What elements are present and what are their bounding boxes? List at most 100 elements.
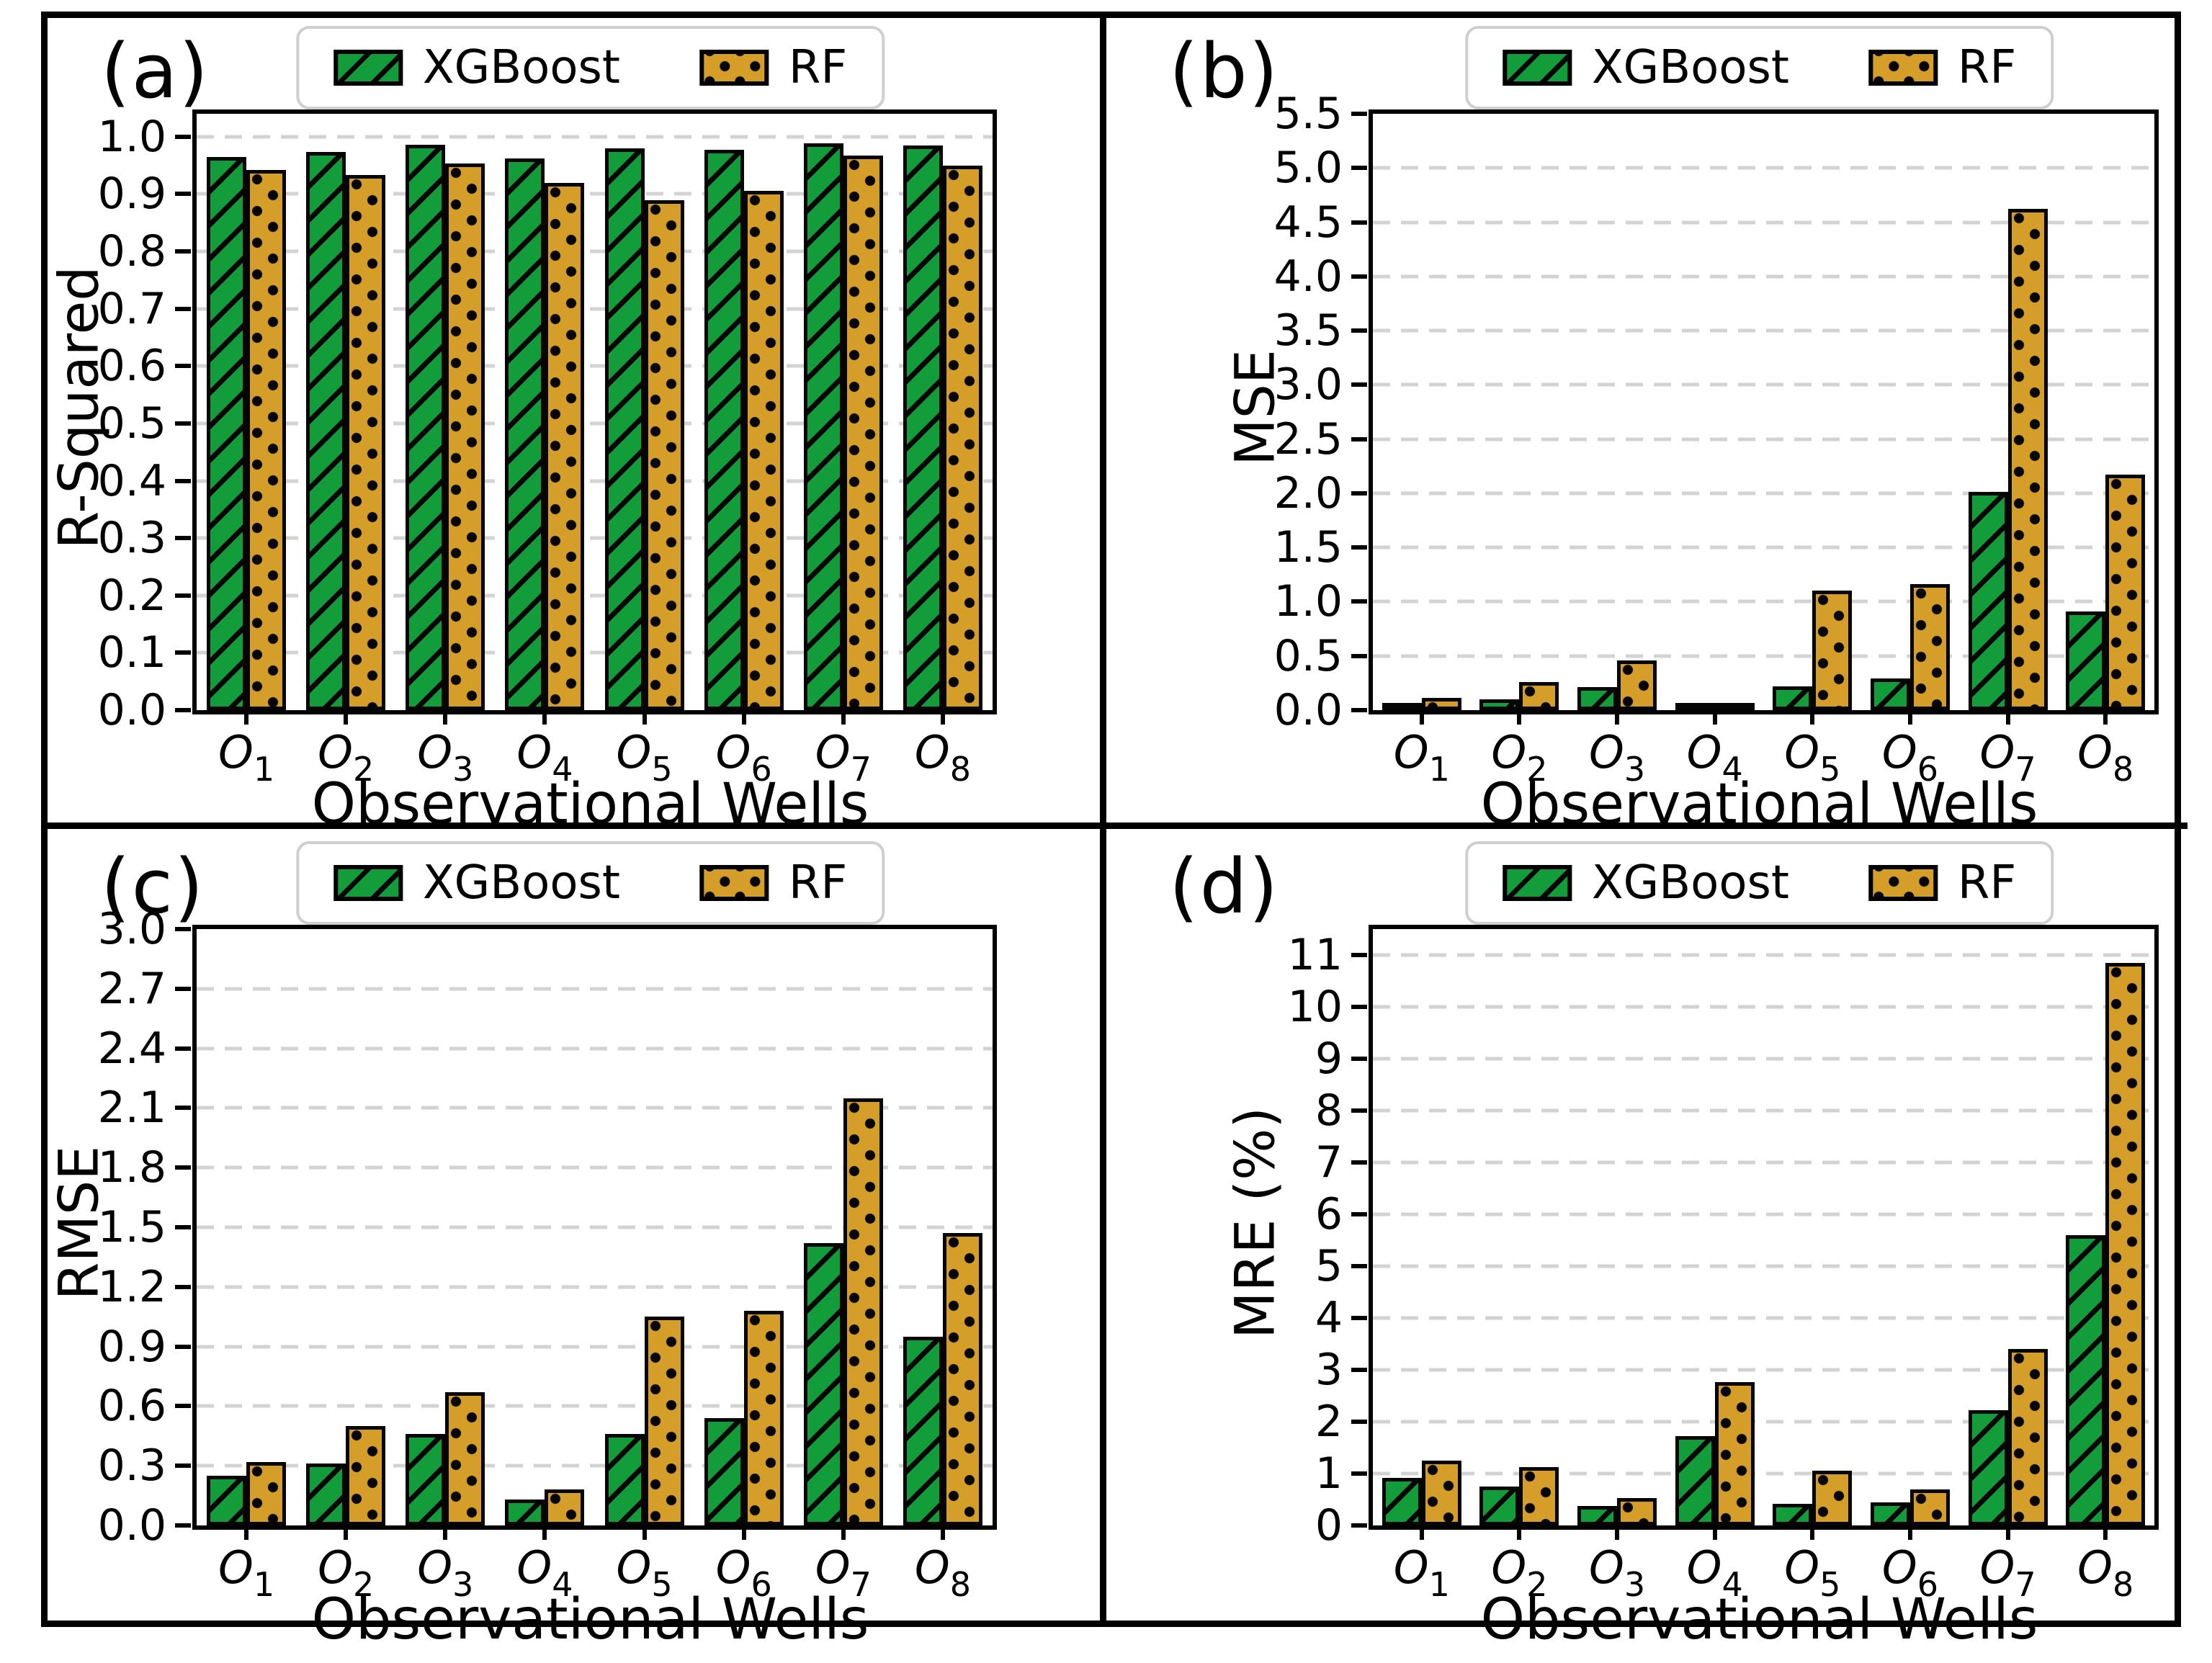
gridline xyxy=(1373,1264,2154,1268)
x-tick-label: O2 xyxy=(1491,1541,1548,1604)
x-tick-label: O4 xyxy=(1686,726,1743,789)
panel-letter: (a) xyxy=(101,27,210,115)
x-tick-label: O2 xyxy=(318,726,375,789)
gridline xyxy=(1373,1005,2154,1009)
panel-c-rmse: (c) RMSE XGBoost RF Observational Wells … xyxy=(45,830,1096,1652)
y-tick-mark xyxy=(1351,545,1367,550)
plot-area xyxy=(1369,109,2159,714)
bar-xgboost xyxy=(1577,1505,1618,1525)
y-tick-label: 4 xyxy=(1315,1293,1343,1343)
panel-divider-horizontal xyxy=(41,822,2188,829)
bar-rf xyxy=(545,1489,585,1525)
y-tick-mark xyxy=(175,249,191,254)
y-tick-mark xyxy=(1351,436,1367,441)
bar-xgboost xyxy=(1773,686,1813,710)
bar-rf xyxy=(942,1233,982,1525)
x-tick-label: O5 xyxy=(616,1541,673,1604)
y-tick-label: 0.0 xyxy=(97,1500,166,1551)
x-tick-mark xyxy=(1810,1530,1815,1540)
x-tick-label: O7 xyxy=(815,726,872,789)
y-tick-mark xyxy=(175,536,191,541)
gridline xyxy=(1373,1212,2154,1216)
x-axis-label: Observational Wells xyxy=(1480,772,2038,837)
x-tick-label: O7 xyxy=(1979,726,2036,789)
y-tick-mark xyxy=(175,134,191,139)
bar-rf xyxy=(1519,681,1559,710)
y-tick-mark xyxy=(1351,708,1367,712)
x-tick-label: O1 xyxy=(218,1541,275,1604)
x-tick-mark xyxy=(2103,714,2108,725)
bar-rf xyxy=(1617,660,1657,710)
y-tick-label: 0.9 xyxy=(97,1321,166,1372)
y-tick-mark xyxy=(1351,274,1367,279)
gridline xyxy=(197,1345,993,1349)
x-tick-mark xyxy=(344,714,349,725)
bar-xgboost xyxy=(704,1417,744,1525)
y-tick-label: 11 xyxy=(1287,930,1343,980)
x-tick-mark xyxy=(741,1530,746,1540)
legend-box: XGBoost RF xyxy=(295,26,885,109)
gridline xyxy=(1373,1316,2154,1320)
x-tick-label: O5 xyxy=(1784,1541,1841,1604)
bar-rf xyxy=(1421,1461,1461,1525)
x-tick-label: O3 xyxy=(417,1541,474,1604)
bar-xgboost xyxy=(1479,699,1520,710)
legend-label-rf: RF xyxy=(788,856,848,910)
x-tick-mark xyxy=(2103,1530,2108,1540)
bar-xgboost xyxy=(306,151,346,710)
bar-rf xyxy=(743,1310,784,1525)
y-tick-label: 2.7 xyxy=(97,963,166,1014)
x-tick-label: O5 xyxy=(1784,726,1841,789)
x-tick-label: O6 xyxy=(715,1541,772,1604)
y-tick-mark xyxy=(1351,1160,1367,1165)
x-tick-label: O8 xyxy=(2077,1541,2134,1604)
legend-label-rf: RF xyxy=(1957,856,2017,910)
x-tick-mark xyxy=(1517,714,1522,725)
bar-xgboost xyxy=(903,145,943,710)
bar-xgboost xyxy=(2066,611,2106,710)
panel-letter: (d) xyxy=(1169,843,1280,931)
gridline xyxy=(1373,599,2154,604)
bar-rf xyxy=(942,165,982,710)
y-tick-label: 1.8 xyxy=(97,1142,166,1193)
bar-xgboost xyxy=(903,1336,943,1525)
x-tick-label: O6 xyxy=(715,726,772,789)
bar-rf xyxy=(1909,584,1950,710)
gridline xyxy=(197,1046,993,1051)
rf-dotted-swatch-icon xyxy=(699,865,769,901)
bar-xgboost xyxy=(1675,703,1715,710)
y-tick-label: 0.5 xyxy=(97,398,166,449)
rf-dotted-swatch-icon xyxy=(1868,50,1938,86)
panel-letter: (c) xyxy=(101,843,205,931)
x-tick-mark xyxy=(344,1530,349,1540)
panel-divider-vertical xyxy=(1100,12,1106,1627)
bar-xgboost xyxy=(1968,492,2008,710)
bar-rf xyxy=(2105,962,2146,1525)
x-tick-label: O4 xyxy=(516,1541,573,1604)
y-tick-mark xyxy=(1351,382,1367,387)
gridline xyxy=(197,650,993,655)
y-tick-label: 2.5 xyxy=(1273,413,1343,465)
x-tick-mark xyxy=(1810,714,1815,725)
x-tick-mark xyxy=(940,1530,945,1540)
legend-label-xgboost: XGBoost xyxy=(1591,41,1789,94)
legend-label-rf: RF xyxy=(1957,41,2017,94)
gridline xyxy=(197,1106,993,1110)
x-tick-label: O7 xyxy=(815,1541,872,1604)
x-tick-mark xyxy=(443,714,448,725)
x-tick-mark xyxy=(1907,1530,1912,1540)
gridline xyxy=(197,1165,993,1170)
x-tick-mark xyxy=(2005,714,2010,725)
x-tick-mark xyxy=(542,714,547,725)
bar-xgboost xyxy=(1675,1436,1715,1525)
y-tick-mark xyxy=(1351,220,1367,225)
legend-item-rf: RF xyxy=(1868,860,2016,906)
xgboost-hatched-swatch-icon xyxy=(333,865,403,901)
gridline xyxy=(1373,545,2154,550)
y-tick-label: 1.2 xyxy=(97,1261,166,1312)
bar-rf xyxy=(2007,1349,2048,1525)
legend-label-xgboost: XGBoost xyxy=(422,856,620,910)
legend-item-rf: RF xyxy=(699,860,847,906)
legend-box: XGBoost RF xyxy=(1464,26,2054,109)
